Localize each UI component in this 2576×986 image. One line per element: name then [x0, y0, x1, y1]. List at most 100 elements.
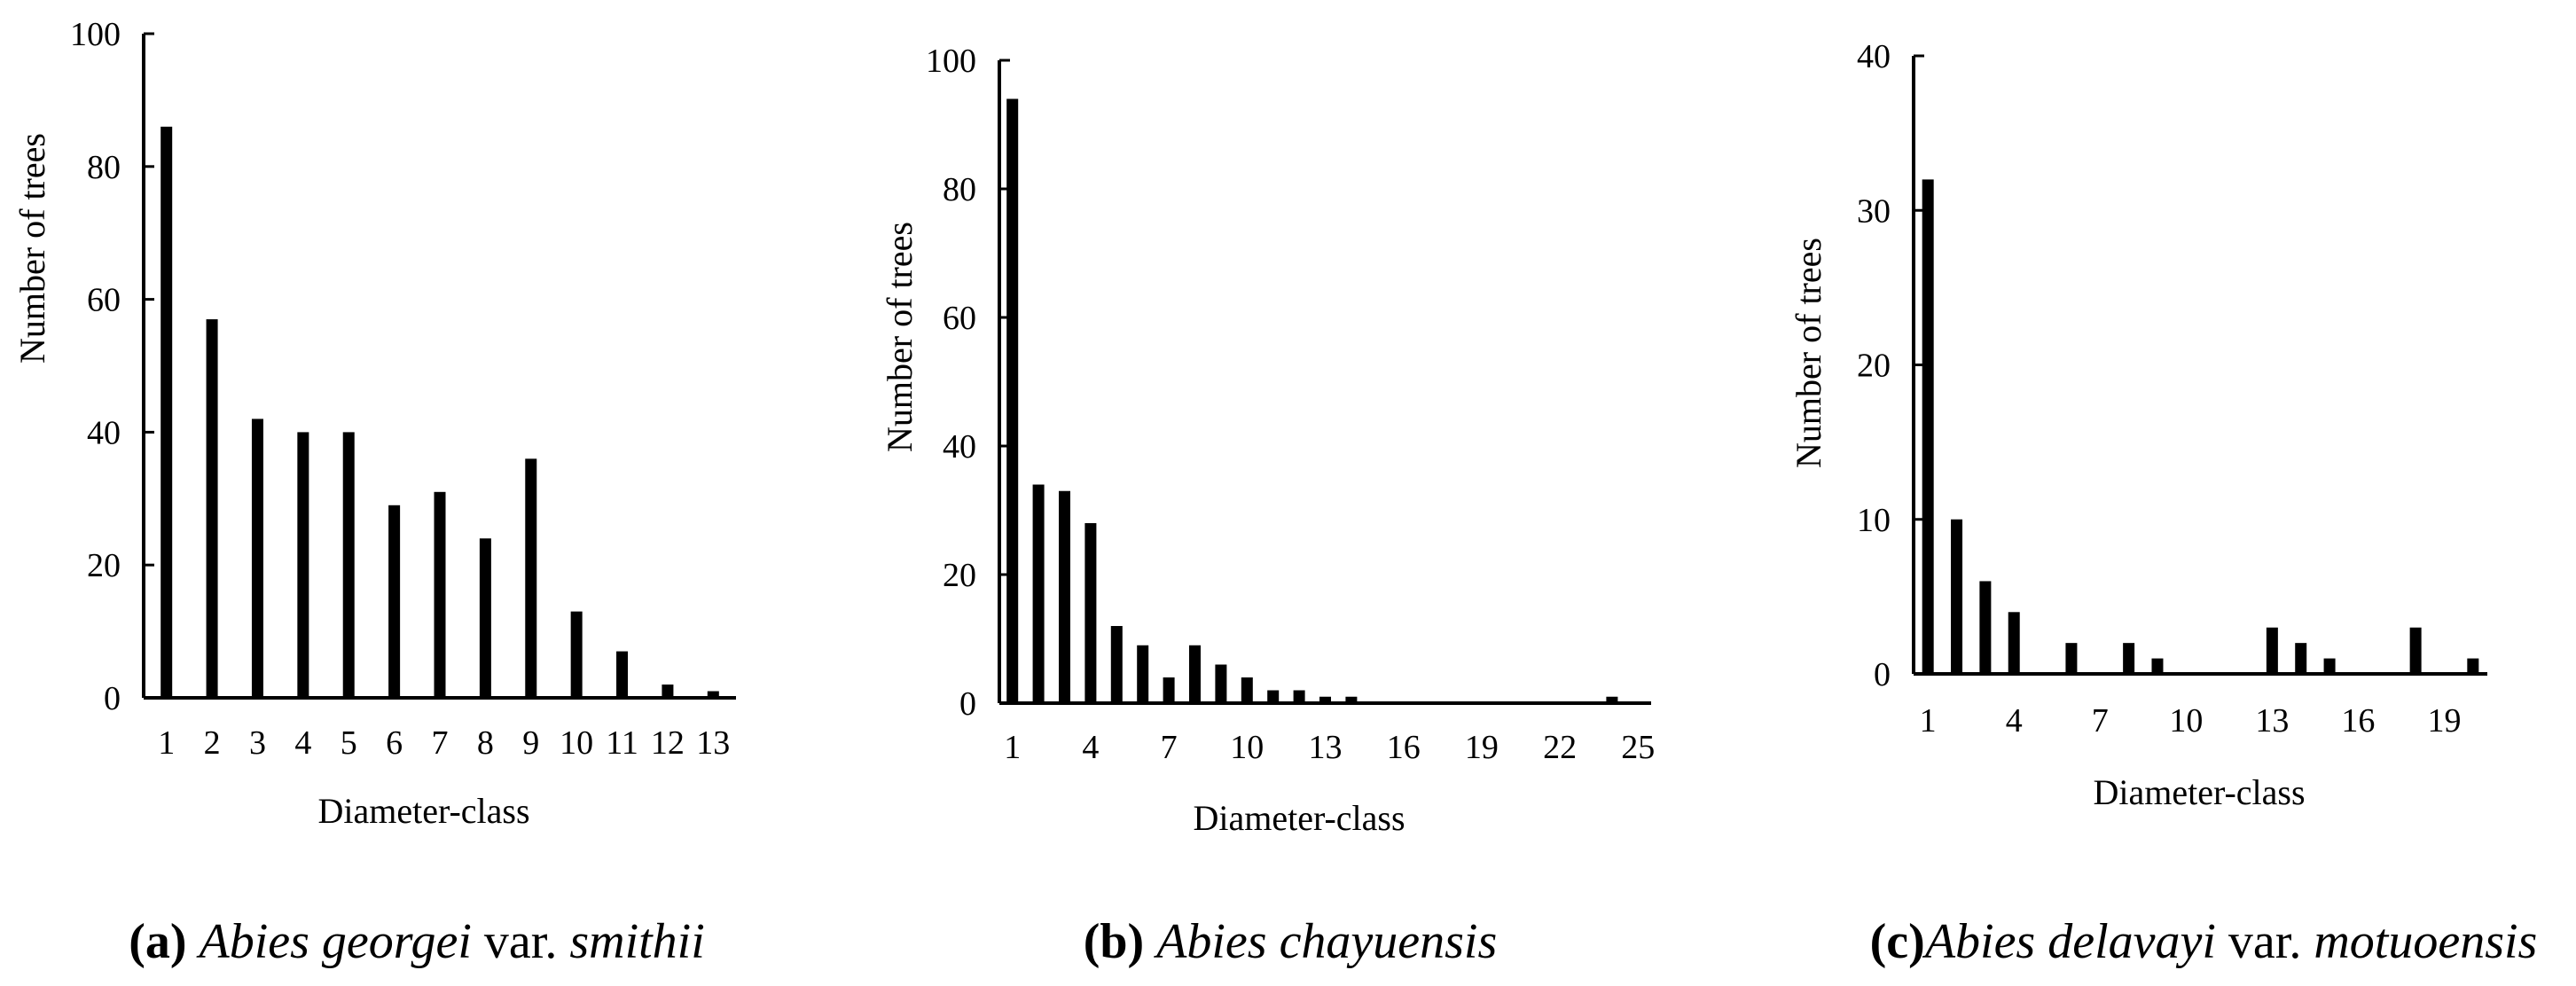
panel-b: 0 20 40 60 80 100 1 4 7 10 13 16 19 22 25 Diameter-cla… — [880, 43, 1655, 969]
panel-a-ylabel: Number of trees — [12, 133, 52, 364]
panel-a-caption: (a) Abies georgei var. smithii — [129, 914, 705, 969]
panel-a-x-tick-label: 10 — [560, 724, 593, 762]
panel-b-bar — [1084, 523, 1097, 703]
panel-b-bar — [1032, 484, 1045, 703]
panel-a-caption-variety: smithii — [569, 914, 704, 969]
panel-a-x-tick-label: 3 — [249, 724, 266, 762]
panel-a-bar — [479, 538, 491, 698]
panel-b-x-tick-label: 13 — [1309, 729, 1343, 766]
panel-c-caption-variety: motuoensis — [2314, 914, 2537, 969]
panel-b-caption: (b) Abies chayuensis — [1084, 914, 1498, 969]
panel-a-y-tick-label: 80 — [87, 149, 121, 186]
panel-c-x-tick-label: 16 — [2341, 702, 2375, 740]
panel-b-caption-letter: (b) — [1084, 914, 1144, 969]
panel-c-caption-genus: Abies delavayi — [1922, 914, 2216, 969]
panel-b-bar — [1319, 696, 1331, 703]
panel-a-bar — [570, 611, 583, 698]
panel-b-ylabel: Number of trees — [880, 222, 920, 452]
panel-c-xlabel: Diameter-class — [2093, 772, 2305, 812]
panel-c-x-tick-label: 4 — [2006, 702, 2023, 740]
panel-b-y-tick-label: 40 — [943, 428, 976, 466]
panel-c-bar — [2151, 658, 2164, 674]
panel-c-y-tick-label: 20 — [1857, 348, 1891, 385]
panel-b-x-tick-label: 19 — [1465, 729, 1499, 766]
panel-b-bar — [1189, 645, 1201, 703]
panel-c-bar — [1979, 581, 1992, 674]
panel-a-bar — [251, 419, 263, 698]
panel-c-x-tick-label: 13 — [2255, 702, 2289, 740]
panel-c-caption-letter: (c) — [1870, 914, 1925, 969]
panel-c-x-tick-label: 19 — [2427, 702, 2461, 740]
panel-b-x-tick-label: 16 — [1387, 729, 1421, 766]
panel-a-x-tick-label: 8 — [477, 724, 494, 762]
panel-a-x-tick-label: 1 — [158, 724, 175, 762]
panel-c-x-tick-label: 10 — [2169, 702, 2203, 740]
panel-b-x-tick-label: 1 — [1004, 729, 1021, 766]
panel-a-caption-var: var. — [472, 914, 569, 969]
panel-a-y-tick-label: 60 — [87, 282, 121, 319]
panel-b-bar — [1163, 677, 1175, 703]
panel-b-bar — [1345, 696, 1358, 703]
panel-a-bar — [206, 319, 218, 698]
panel-c-bar — [1922, 179, 1934, 674]
panel-c-plot: 0 10 20 30 40 1 4 7 10 13 16 19 — [1857, 38, 2487, 740]
panel-a-bar — [161, 126, 173, 699]
panel-b-bar — [1137, 645, 1149, 703]
panel-c-y-tick-label: 10 — [1857, 502, 1891, 539]
panel-a-bar — [297, 432, 309, 698]
panel-a-xlabel: Diameter-class — [317, 791, 529, 831]
panel-b-y-tick-label: 80 — [943, 171, 976, 208]
panel-b-y-tick-label: 0 — [959, 685, 976, 723]
panel-a-bar — [342, 432, 355, 698]
panel-c-bar — [2266, 627, 2278, 674]
panel-a-bar — [707, 691, 719, 698]
panel-b-bar — [1267, 690, 1280, 703]
panel-a-y-tick-label: 100 — [70, 16, 121, 53]
panel-b-xlabel: Diameter-class — [1193, 798, 1405, 838]
panel-c: 0 10 20 30 40 1 4 7 10 13 16 19 Diameter-class Numb… — [1789, 38, 2537, 969]
panel-c-y-tick-label: 40 — [1857, 38, 1891, 75]
panel-c-bar — [1951, 519, 1963, 674]
panel-a-bar — [525, 458, 537, 698]
panel-b-x-tick-label: 4 — [1082, 729, 1099, 766]
panel-c-ylabel: Number of trees — [1789, 238, 1828, 468]
panel-b-caption-species: Abies chayuensis — [1153, 914, 1497, 969]
panel-b-y-tick-label: 100 — [926, 43, 976, 80]
panel-a-y-tick-label: 20 — [87, 547, 121, 584]
panel-a-x-tick-label: 7 — [432, 724, 449, 762]
panel-b-bar — [1059, 490, 1070, 703]
panel-a-x-tick-label: 5 — [341, 724, 357, 762]
panel-b-bar — [1241, 677, 1253, 703]
panel-b-bar — [1215, 664, 1227, 703]
panel-b-bar — [1606, 696, 1618, 703]
panel-a-bar — [388, 505, 401, 698]
panel-a-x-tick-label: 6 — [386, 724, 403, 762]
panel-a-caption-genus: Abies georgei — [196, 914, 472, 969]
panel-c-bar — [2409, 627, 2422, 674]
panel-a-x-tick-label: 11 — [606, 724, 638, 762]
panel-b-plot: 0 20 40 60 80 100 1 4 7 10 13 16 19 22 25 — [926, 43, 1655, 766]
panel-c-x-tick-label: 1 — [1920, 702, 1937, 740]
panel-c-bar — [2123, 643, 2135, 674]
panel-b-x-tick-label: 10 — [1230, 729, 1264, 766]
panel-b-bar — [1110, 626, 1123, 703]
panel-c-x-tick-label: 7 — [2092, 702, 2109, 740]
panel-c-bar — [2467, 658, 2479, 674]
panel-a-bar — [616, 651, 629, 698]
panel-b-x-tick-label: 7 — [1161, 729, 1178, 766]
panel-a-bar — [434, 491, 446, 698]
panel-a-caption-letter: (a) — [129, 914, 186, 969]
panel-c-bar — [2323, 658, 2336, 674]
panel-a-y-tick-label: 40 — [87, 414, 121, 451]
panel-b-y-tick-label: 60 — [943, 300, 976, 337]
panel-b-bar — [1006, 98, 1019, 703]
panel-c-y-tick-label: 30 — [1857, 192, 1891, 230]
panel-a-x-tick-label: 12 — [651, 724, 685, 762]
panel-a-y-tick-label: 0 — [104, 680, 121, 717]
panel-b-x-tick-label: 22 — [1543, 729, 1577, 766]
panel-c-y-tick-label: 0 — [1874, 656, 1891, 693]
panel-a-x-tick-label: 9 — [522, 724, 539, 762]
